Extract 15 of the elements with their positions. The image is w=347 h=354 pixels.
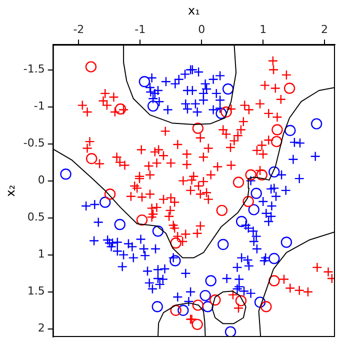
y-tick-label: 1 — [38, 248, 45, 261]
x-tick-label: -1 — [134, 22, 146, 36]
y-tick-label: -0.5 — [23, 136, 45, 150]
x-tick-label: 0 — [198, 22, 206, 36]
x-tick-label: -2 — [73, 22, 84, 36]
x-axis-title: x₁ — [188, 3, 200, 18]
y-tick-label: 0.5 — [27, 210, 45, 224]
y-tick-label: 0 — [38, 174, 45, 187]
y-tick-label: -1 — [34, 100, 45, 113]
y-tick-label: -1.5 — [23, 62, 45, 76]
y-axis-title: x₂ — [3, 184, 18, 197]
y-tick-label: 2 — [38, 322, 45, 335]
x-tick-label: 2 — [321, 22, 328, 36]
x-tick-label: 1 — [260, 22, 267, 36]
y-tick-label: 1.5 — [27, 284, 45, 298]
